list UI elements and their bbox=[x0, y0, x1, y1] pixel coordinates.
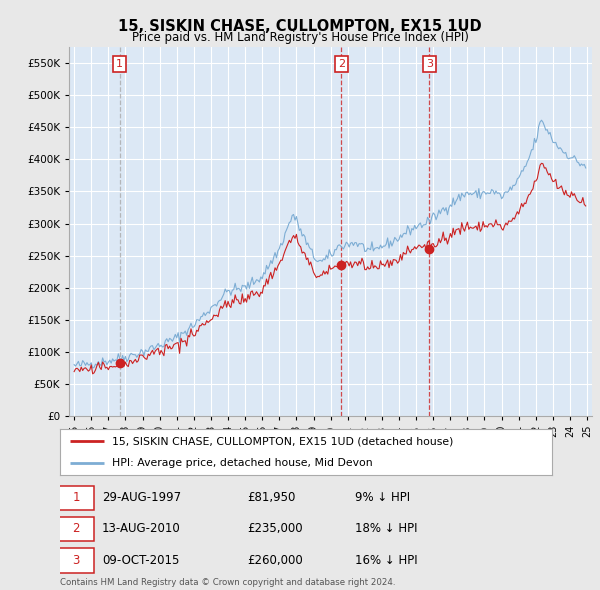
Text: 3: 3 bbox=[73, 553, 80, 567]
Text: 13-AUG-2010: 13-AUG-2010 bbox=[102, 522, 181, 536]
Text: £260,000: £260,000 bbox=[247, 553, 303, 567]
FancyBboxPatch shape bbox=[58, 517, 94, 542]
Text: 15, SISKIN CHASE, CULLOMPTON, EX15 1UD (detached house): 15, SISKIN CHASE, CULLOMPTON, EX15 1UD (… bbox=[112, 437, 453, 447]
Text: 29-AUG-1997: 29-AUG-1997 bbox=[102, 491, 181, 504]
Text: Price paid vs. HM Land Registry's House Price Index (HPI): Price paid vs. HM Land Registry's House … bbox=[131, 31, 469, 44]
Text: 18% ↓ HPI: 18% ↓ HPI bbox=[355, 522, 418, 536]
Text: HPI: Average price, detached house, Mid Devon: HPI: Average price, detached house, Mid … bbox=[112, 457, 372, 467]
Text: Contains HM Land Registry data © Crown copyright and database right 2024.: Contains HM Land Registry data © Crown c… bbox=[60, 578, 395, 586]
Text: 9% ↓ HPI: 9% ↓ HPI bbox=[355, 491, 410, 504]
Text: 09-OCT-2015: 09-OCT-2015 bbox=[102, 553, 179, 567]
Text: 2: 2 bbox=[338, 59, 345, 69]
Text: 1: 1 bbox=[116, 59, 123, 69]
Text: 15, SISKIN CHASE, CULLOMPTON, EX15 1UD: 15, SISKIN CHASE, CULLOMPTON, EX15 1UD bbox=[118, 19, 482, 34]
Text: 16% ↓ HPI: 16% ↓ HPI bbox=[355, 553, 418, 567]
Text: 3: 3 bbox=[426, 59, 433, 69]
Text: 2: 2 bbox=[73, 522, 80, 536]
FancyBboxPatch shape bbox=[58, 486, 94, 510]
Text: £81,950: £81,950 bbox=[247, 491, 295, 504]
Text: £235,000: £235,000 bbox=[247, 522, 302, 536]
FancyBboxPatch shape bbox=[58, 548, 94, 573]
Text: 1: 1 bbox=[73, 491, 80, 504]
